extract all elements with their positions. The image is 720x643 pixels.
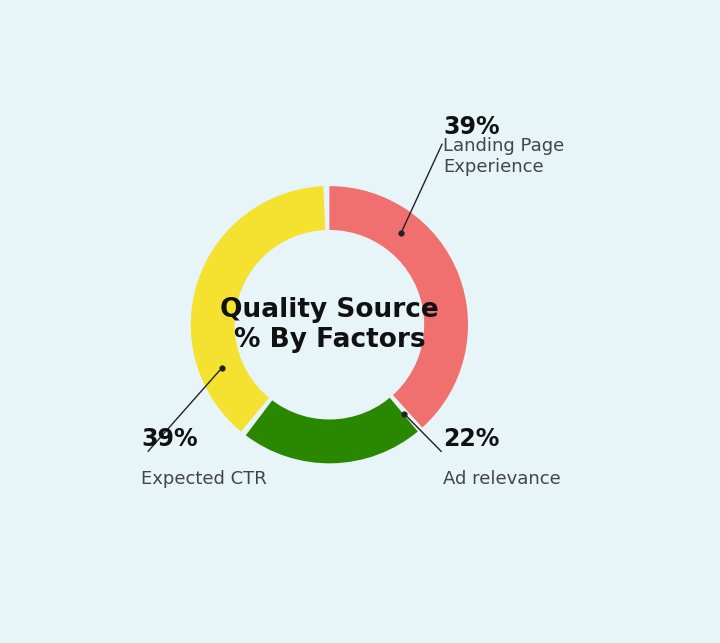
Wedge shape: [329, 186, 468, 428]
Circle shape: [235, 231, 423, 419]
Text: 39%: 39%: [444, 115, 500, 139]
Wedge shape: [246, 397, 418, 464]
Text: Landing Page
Experience: Landing Page Experience: [444, 138, 564, 176]
Text: Ad relevance: Ad relevance: [444, 470, 561, 488]
Wedge shape: [191, 186, 325, 431]
Text: 39%: 39%: [141, 427, 198, 451]
Text: Expected CTR: Expected CTR: [141, 470, 267, 488]
Text: Quality Source
% By Factors: Quality Source % By Factors: [220, 296, 438, 353]
Text: 22%: 22%: [444, 427, 500, 451]
